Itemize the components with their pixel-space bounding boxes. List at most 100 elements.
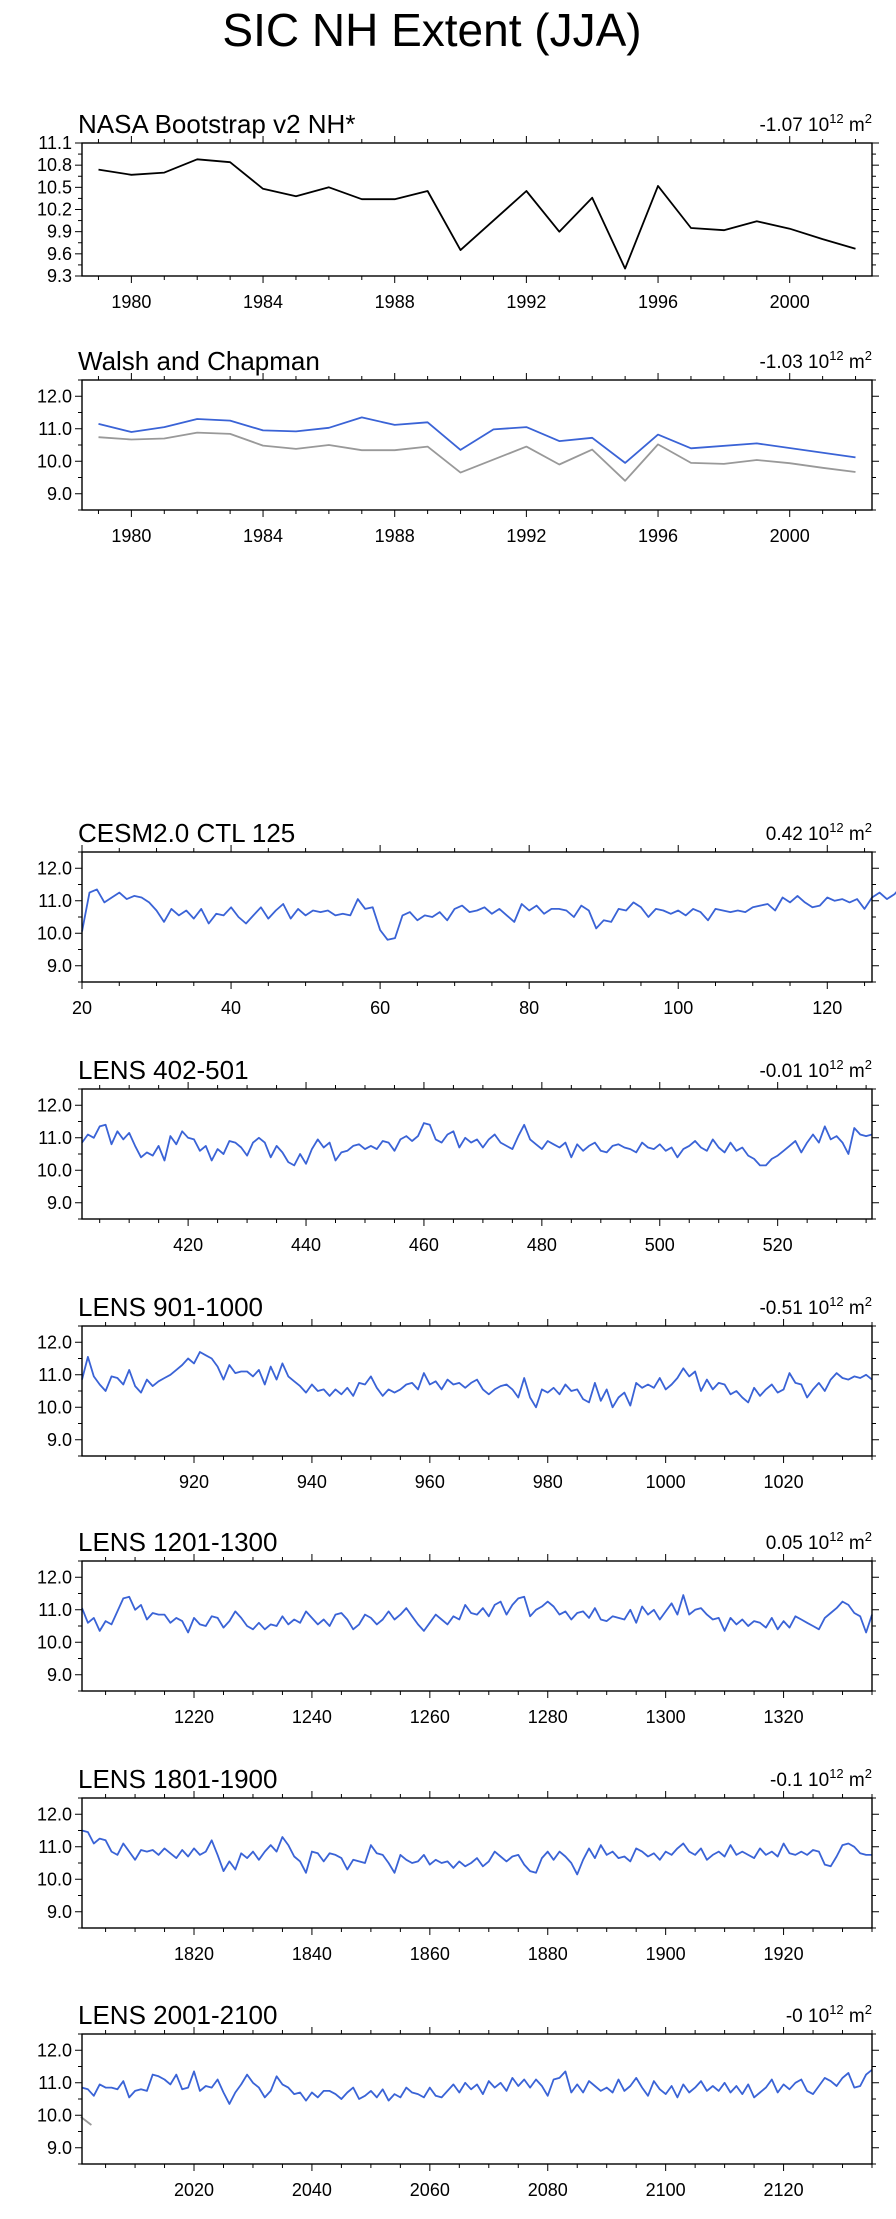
- x-tick-label: 500: [645, 1235, 675, 1255]
- panels: NASA Bootstrap v2 NH* -1.07 1012 m29.39.6…: [37, 109, 896, 2200]
- trend-trend-exp: 12: [829, 111, 843, 126]
- y-tick-label: 11.0: [38, 1600, 72, 1620]
- trend-trend-exp: 12: [829, 2002, 843, 2017]
- x-tick-label: 1000: [646, 1472, 686, 1492]
- y-tick-label: 11.0: [38, 1365, 72, 1385]
- axis-ticks: 9.0 10.0 11.0 12.0 20 40 60 80 100 120: [37, 845, 879, 1018]
- y-tick-label: 12.0: [37, 858, 72, 878]
- x-tick-label: 1840: [292, 1944, 332, 1964]
- x-tick-label: 480: [527, 1235, 557, 1255]
- trend-annotation: -0.01 1012 m2: [759, 1057, 872, 1082]
- trend-trend-unit-suffix: m: [844, 1770, 865, 1791]
- trend-trend-value: -0.1: [770, 1770, 803, 1791]
- trend-annotation: -0 1012 m2: [786, 2002, 872, 2027]
- trend-annotation: -0.1 1012 m2: [770, 1766, 872, 1791]
- x-tick-label: 20: [72, 998, 92, 1018]
- panel-title: Walsh and Chapman: [78, 346, 320, 376]
- y-tick-label: 9.9: [47, 222, 72, 242]
- x-tick-label: 1220: [174, 1707, 214, 1727]
- x-tick-label: 1996: [638, 526, 678, 546]
- series-line-1: [81, 1829, 872, 1876]
- y-tick-label: 11.1: [38, 133, 72, 153]
- plot-frame: [81, 1560, 873, 1692]
- x-tick-label: 1860: [410, 1944, 450, 1964]
- plot-frame: [81, 1325, 873, 1457]
- panel-title: LENS 2001-2100: [78, 2000, 277, 2030]
- axis-ticks: 9.0 10.0 11.0 12.0 1220 1240 1260 1280 1300 1320: [37, 1554, 879, 1727]
- series-line-1: [81, 888, 896, 941]
- trend-trend-unit-suffix: m: [844, 1061, 865, 1082]
- trend-trend-unit-suffix: m: [844, 352, 865, 373]
- trend-trend-unit-exp: 2: [865, 111, 872, 126]
- trend-annotation: -1.03 1012 m2: [759, 348, 872, 373]
- series-line-1: [81, 1122, 873, 1167]
- axis-ticks: 9.0 10.0 11.0 12.0 1820 1840 1860 1880 1900 1920: [37, 1791, 879, 1964]
- chart-panel-2: Walsh and Chapman -1.03 1012 m2 9.0 10.0 11.…: [37, 346, 879, 546]
- chart-panel-1: NASA Bootstrap v2 NH* -1.07 1012 m29.39.6…: [37, 109, 879, 312]
- y-tick-label: 11.0: [38, 2073, 72, 2093]
- plot-frame: [81, 1797, 873, 1929]
- x-tick-label: 1260: [410, 1707, 450, 1727]
- x-tick-label: 2060: [410, 2180, 450, 2200]
- y-tick-label: 9.0: [47, 1430, 72, 1450]
- x-tick-label: 420: [173, 1235, 203, 1255]
- trend-trend-unit-suffix: m: [844, 1298, 865, 1319]
- x-tick-label: 460: [409, 1235, 439, 1255]
- series-line-1: [98, 431, 856, 482]
- axis-ticks: 9.39.69.910.2 10.510.811.1 1980 1984 1988 199…: [37, 133, 879, 312]
- x-tick-label: 120: [812, 998, 842, 1018]
- trend-trend-unit-prefix: 10: [803, 1533, 829, 1554]
- trend-trend-unit-exp: 2: [865, 2002, 872, 2017]
- plot-frame: [81, 2033, 873, 2165]
- chart-panel-4: LENS 402-501 -0.01 1012 m2 9.0 10.0 11.0 12.0…: [37, 1055, 879, 1255]
- trend-trend-unit-prefix: 10: [803, 1061, 829, 1082]
- panel-title: LENS 1201-1300: [78, 1527, 277, 1557]
- y-tick-label: 12.0: [37, 1332, 72, 1352]
- y-tick-label: 9.6: [47, 244, 72, 264]
- chart-panel-6: LENS 1201-1300 0.05 1012 m2 9.0 10.0 11.0 12.…: [37, 1527, 879, 1727]
- y-tick-label: 10.0: [37, 923, 72, 943]
- series-line-2: [98, 416, 856, 464]
- y-tick-label: 11.0: [38, 419, 72, 439]
- y-tick-label: 11.0: [38, 1128, 72, 1148]
- panel-title: CESM2.0 CTL 125: [78, 818, 295, 848]
- axis-ticks: 9.0 10.0 11.0 12.0 420 440 460 480 500 520: [37, 1082, 879, 1255]
- x-tick-label: 1820: [174, 1944, 214, 1964]
- x-tick-label: 1300: [646, 1707, 686, 1727]
- trend-trend-unit-exp: 2: [865, 1057, 872, 1072]
- trend-trend-exp: 12: [829, 1057, 843, 1072]
- trend-annotation: 0.42 1012 m2: [766, 820, 872, 845]
- y-tick-label: 11.0: [38, 891, 72, 911]
- x-tick-label: 1980: [111, 292, 151, 312]
- plot-frame: [81, 1088, 873, 1220]
- y-tick-label: 9.0: [47, 956, 72, 976]
- panel-title: NASA Bootstrap v2 NH*: [78, 109, 355, 139]
- trend-trend-unit-prefix: 10: [803, 824, 829, 845]
- x-tick-label: 1988: [375, 292, 415, 312]
- trend-annotation: -0.51 1012 m2: [759, 1294, 872, 1319]
- y-tick-label: 12.0: [37, 2040, 72, 2060]
- chart-panel-5: LENS 901-1000 -0.51 1012 m2 9.0 10.0 11.0 12.…: [37, 1292, 879, 1492]
- plot-frame: [81, 851, 873, 983]
- trend-trend-value: -1.03: [759, 352, 802, 373]
- trend-trend-unit-prefix: 10: [803, 2006, 829, 2027]
- trend-trend-unit-suffix: m: [844, 115, 865, 136]
- trend-trend-value: -0: [786, 2006, 803, 2027]
- x-tick-label: 1984: [243, 526, 283, 546]
- x-tick-label: 1992: [506, 292, 546, 312]
- trend-trend-exp: 12: [829, 1529, 843, 1544]
- x-tick-label: 920: [179, 1472, 209, 1492]
- trend-trend-unit-prefix: 10: [803, 352, 829, 373]
- x-tick-label: 2120: [764, 2180, 804, 2200]
- y-tick-label: 9.0: [47, 484, 72, 504]
- y-tick-label: 10.0: [37, 2105, 72, 2125]
- x-tick-label: 520: [763, 1235, 793, 1255]
- series-line-2: [81, 2069, 873, 2105]
- x-tick-label: 2080: [528, 2180, 568, 2200]
- trend-trend-value: -1.07: [759, 115, 802, 136]
- x-tick-label: 2000: [770, 526, 810, 546]
- trend-annotation: -1.07 1012 m2: [759, 111, 872, 136]
- y-tick-label: 10.2: [37, 200, 72, 220]
- x-tick-label: 1880: [528, 1944, 568, 1964]
- panel-title: LENS 1801-1900: [78, 1764, 277, 1794]
